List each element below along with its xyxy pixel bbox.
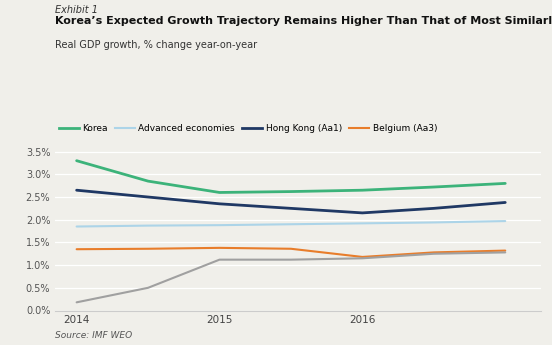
Text: Exhibit 1: Exhibit 1	[55, 5, 98, 15]
Text: Real GDP growth, % change year-on-year: Real GDP growth, % change year-on-year	[55, 40, 257, 50]
Text: Korea’s Expected Growth Trajectory Remains Higher Than That of Most Similarly-Ra: Korea’s Expected Growth Trajectory Remai…	[55, 16, 552, 26]
Legend: Korea, Advanced economies, Hong Kong (Aa1), Belgium (Aa3): Korea, Advanced economies, Hong Kong (Aa…	[55, 120, 441, 136]
Text: Source: IMF WEO: Source: IMF WEO	[55, 331, 132, 340]
